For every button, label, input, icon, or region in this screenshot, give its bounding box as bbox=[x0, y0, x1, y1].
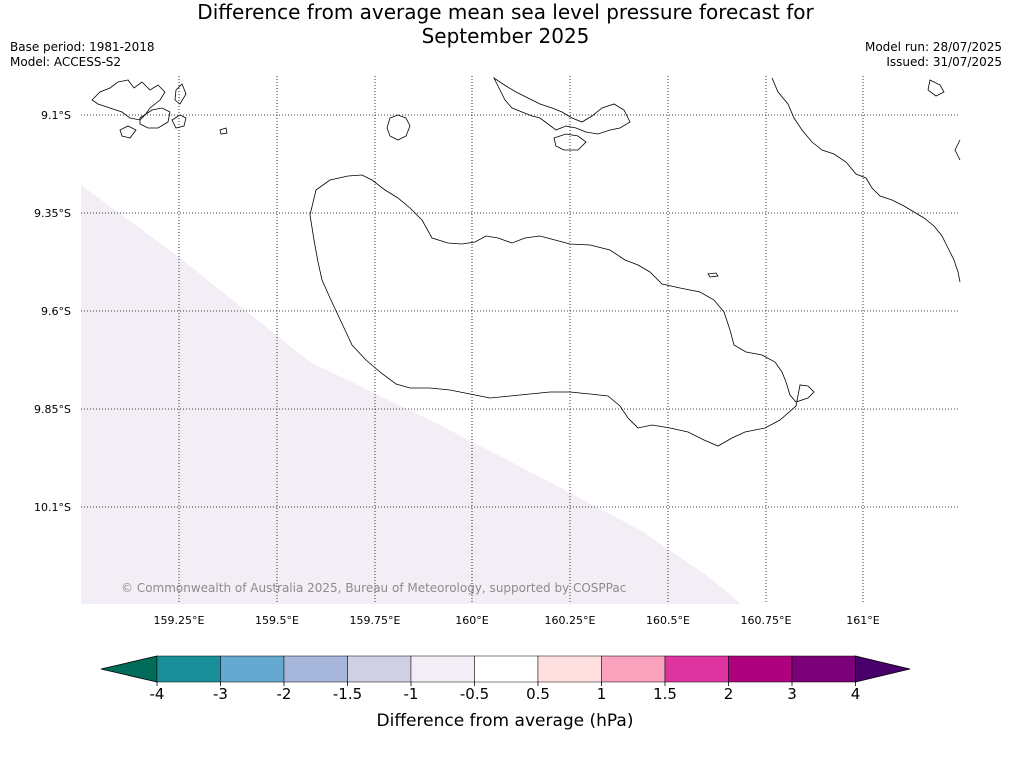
lon-tick-label: 159.75°E bbox=[350, 614, 401, 627]
lon-tick-label: 159.5°E bbox=[255, 614, 299, 627]
landmass-northwest-b bbox=[139, 107, 171, 129]
lon-tick-label: 160°E bbox=[455, 614, 488, 627]
meta-right: Model run: 28/07/2025 Issued: 31/07/2025 bbox=[865, 40, 1002, 70]
colorbar-segment bbox=[728, 655, 793, 683]
lon-tick-label: 160.75°E bbox=[741, 614, 792, 627]
model-run: Model run: 28/07/2025 bbox=[864, 40, 1002, 54]
colorbar-tick-label: -4 bbox=[150, 685, 165, 703]
colorbar-segment bbox=[664, 655, 729, 683]
landmass-northwest-c bbox=[171, 114, 187, 129]
landmass-north-central-b bbox=[553, 133, 587, 151]
model-name: Model: ACCESS-S2 bbox=[10, 55, 122, 69]
colorbar-tick-label: 1.5 bbox=[653, 685, 677, 703]
landmass-northwest-e bbox=[174, 83, 187, 105]
colorbar-tick-label: 2 bbox=[724, 685, 734, 703]
colorbar-segment bbox=[410, 655, 475, 683]
base-period: Base period: 1981-2018 bbox=[10, 40, 155, 54]
colorbar-tick-label: 1 bbox=[597, 685, 607, 703]
colorbar-tick-label: 0.5 bbox=[526, 685, 550, 703]
colorbar-segment bbox=[156, 655, 221, 683]
title-line-2: September 2025 bbox=[421, 24, 590, 48]
colorbar-segment bbox=[220, 655, 285, 683]
colorbar-segment bbox=[791, 655, 856, 683]
lon-tick-label: 160.5°E bbox=[646, 614, 690, 627]
colorbar-tick-labels: -4 -3 -2 -1.5 -1 -0.5 0.5 1 1.5 2 3 4 bbox=[150, 682, 861, 703]
colorbar-segment bbox=[347, 655, 412, 683]
colorbar-segment bbox=[537, 655, 602, 683]
colorbar-tick-label: -2 bbox=[277, 685, 292, 703]
colorbar-label: Difference from average (hPa) bbox=[377, 711, 634, 731]
lat-tick-label: 9.6°S bbox=[41, 305, 71, 318]
colorbar-over-extension bbox=[855, 655, 911, 683]
islet-nw-a bbox=[219, 127, 228, 135]
pressure-anomaly-region bbox=[81, 185, 741, 604]
issued-date: Issued: 31/07/2025 bbox=[886, 55, 1002, 69]
colorbar-under-extension bbox=[100, 655, 158, 683]
lon-tick-labels: 159.25°E 159.5°E 159.75°E 160°E 160.25°E 160.… bbox=[154, 614, 880, 627]
gridlines bbox=[81, 76, 960, 604]
lat-tick-label: 9.85°S bbox=[34, 403, 71, 416]
lon-tick-label: 160.25°E bbox=[545, 614, 596, 627]
lat-tick-label: 9.35°S bbox=[34, 207, 71, 220]
colorbar-segment bbox=[283, 655, 348, 683]
landmass-northeast bbox=[771, 77, 961, 283]
lat-tick-labels: 9.1°S 9.35°S 9.6°S 9.85°S 10.1°S bbox=[34, 109, 71, 514]
colorbar-tick-label: -1 bbox=[404, 685, 419, 703]
colorbar-tick-label: -3 bbox=[213, 685, 228, 703]
copyright-notice: © Commonwealth of Australia 2025, Bureau… bbox=[121, 581, 626, 595]
colorbar-segment bbox=[601, 655, 666, 683]
colorbar-tick-label: -0.5 bbox=[460, 685, 489, 703]
lat-tick-label: 10.1°S bbox=[34, 501, 71, 514]
title-line-1: Difference from average mean sea level p… bbox=[197, 0, 814, 24]
landmass-northwest-d bbox=[119, 125, 137, 139]
colorbar-tick-label: -1.5 bbox=[333, 685, 362, 703]
coastlines bbox=[91, 76, 961, 447]
landmass-north-central bbox=[492, 76, 631, 135]
colorbar bbox=[100, 655, 911, 683]
colorbar-tick-label: 4 bbox=[851, 685, 861, 703]
islet-east bbox=[707, 272, 719, 278]
lon-tick-label: 161°E bbox=[846, 614, 879, 627]
colorbar-tick-label: 3 bbox=[787, 685, 797, 703]
lon-tick-label: 159.25°E bbox=[154, 614, 205, 627]
meta-left: Base period: 1981-2018 Model: ACCESS-S2 bbox=[10, 40, 155, 70]
lat-tick-label: 9.1°S bbox=[41, 109, 71, 122]
island-small-north bbox=[386, 114, 411, 141]
colorbar-segment bbox=[474, 655, 539, 683]
island-guadalcanal bbox=[309, 174, 815, 447]
chart-title: Difference from average mean sea level p… bbox=[0, 0, 1011, 48]
landmass-northwest bbox=[91, 79, 166, 121]
